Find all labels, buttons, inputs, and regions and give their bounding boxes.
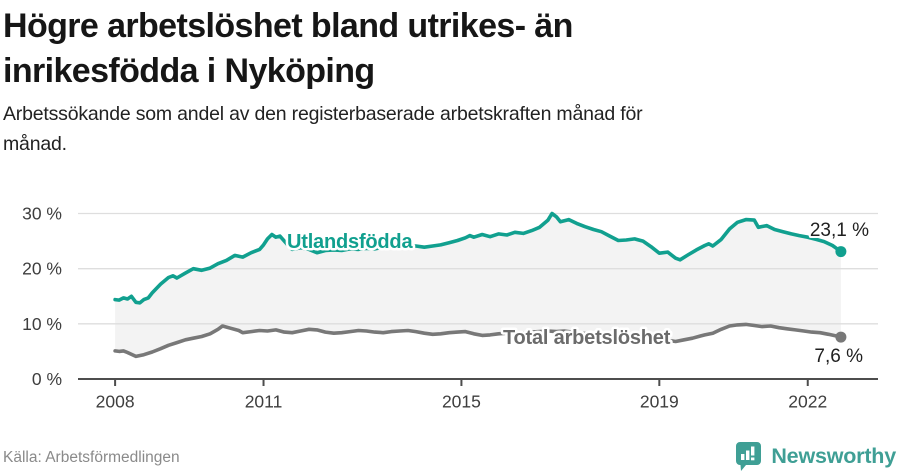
newsworthy-speech-bubble-bar-chart-icon bbox=[736, 442, 762, 471]
page-title-line-2: inrikesfödda i Nyköping bbox=[3, 52, 375, 90]
page-subtitle: Arbetssökande som andel av den registerb… bbox=[3, 99, 643, 159]
unemployment-line-chart: 2008 2011 2015 2019 2022 0 % 10 % 20 % 30 % Utlan… bbox=[22, 204, 878, 412]
series-end-value-1: 7,6 % bbox=[814, 346, 863, 367]
newsworthy-logo: Newsworthy bbox=[735, 441, 896, 472]
newsworthy-wordmark: Newsworthy bbox=[771, 444, 896, 468]
series-end-value-0: 23,1 % bbox=[810, 220, 869, 241]
y-tick-label-20: 20 % bbox=[22, 259, 62, 279]
page-title: Högre arbetslöshet bland utrikes- än inr… bbox=[3, 4, 573, 94]
x-tick-label-2011: 2011 bbox=[245, 392, 283, 412]
series-label-1: Total arbetslöshet bbox=[503, 327, 671, 349]
x-tick-label-2015: 2015 bbox=[442, 392, 481, 412]
y-tick-label-30: 30 % bbox=[22, 204, 62, 224]
series-line-1 bbox=[113, 322, 843, 359]
page-subtitle-line-2: månad. bbox=[3, 133, 67, 155]
series-line-0 bbox=[113, 211, 843, 305]
series-end-dot-0 bbox=[835, 246, 847, 258]
y-tick-label-10: 10 % bbox=[22, 314, 62, 334]
page-subtitle-line-1: Arbetssökande som andel av den registerb… bbox=[3, 103, 643, 125]
series-label-0: Utlandsfödda bbox=[287, 231, 413, 253]
page-title-line-1: Högre arbetslöshet bland utrikes- än bbox=[3, 7, 573, 45]
x-tick-label-2022: 2022 bbox=[788, 392, 827, 412]
series-end-dot-1 bbox=[835, 331, 847, 343]
y-tick-label-0: 0 % bbox=[32, 369, 62, 389]
source-attribution: Källa: Arbetsförmedlingen bbox=[3, 449, 180, 466]
x-tick-label-2019: 2019 bbox=[640, 392, 679, 412]
x-tick-label-2008: 2008 bbox=[96, 392, 135, 412]
